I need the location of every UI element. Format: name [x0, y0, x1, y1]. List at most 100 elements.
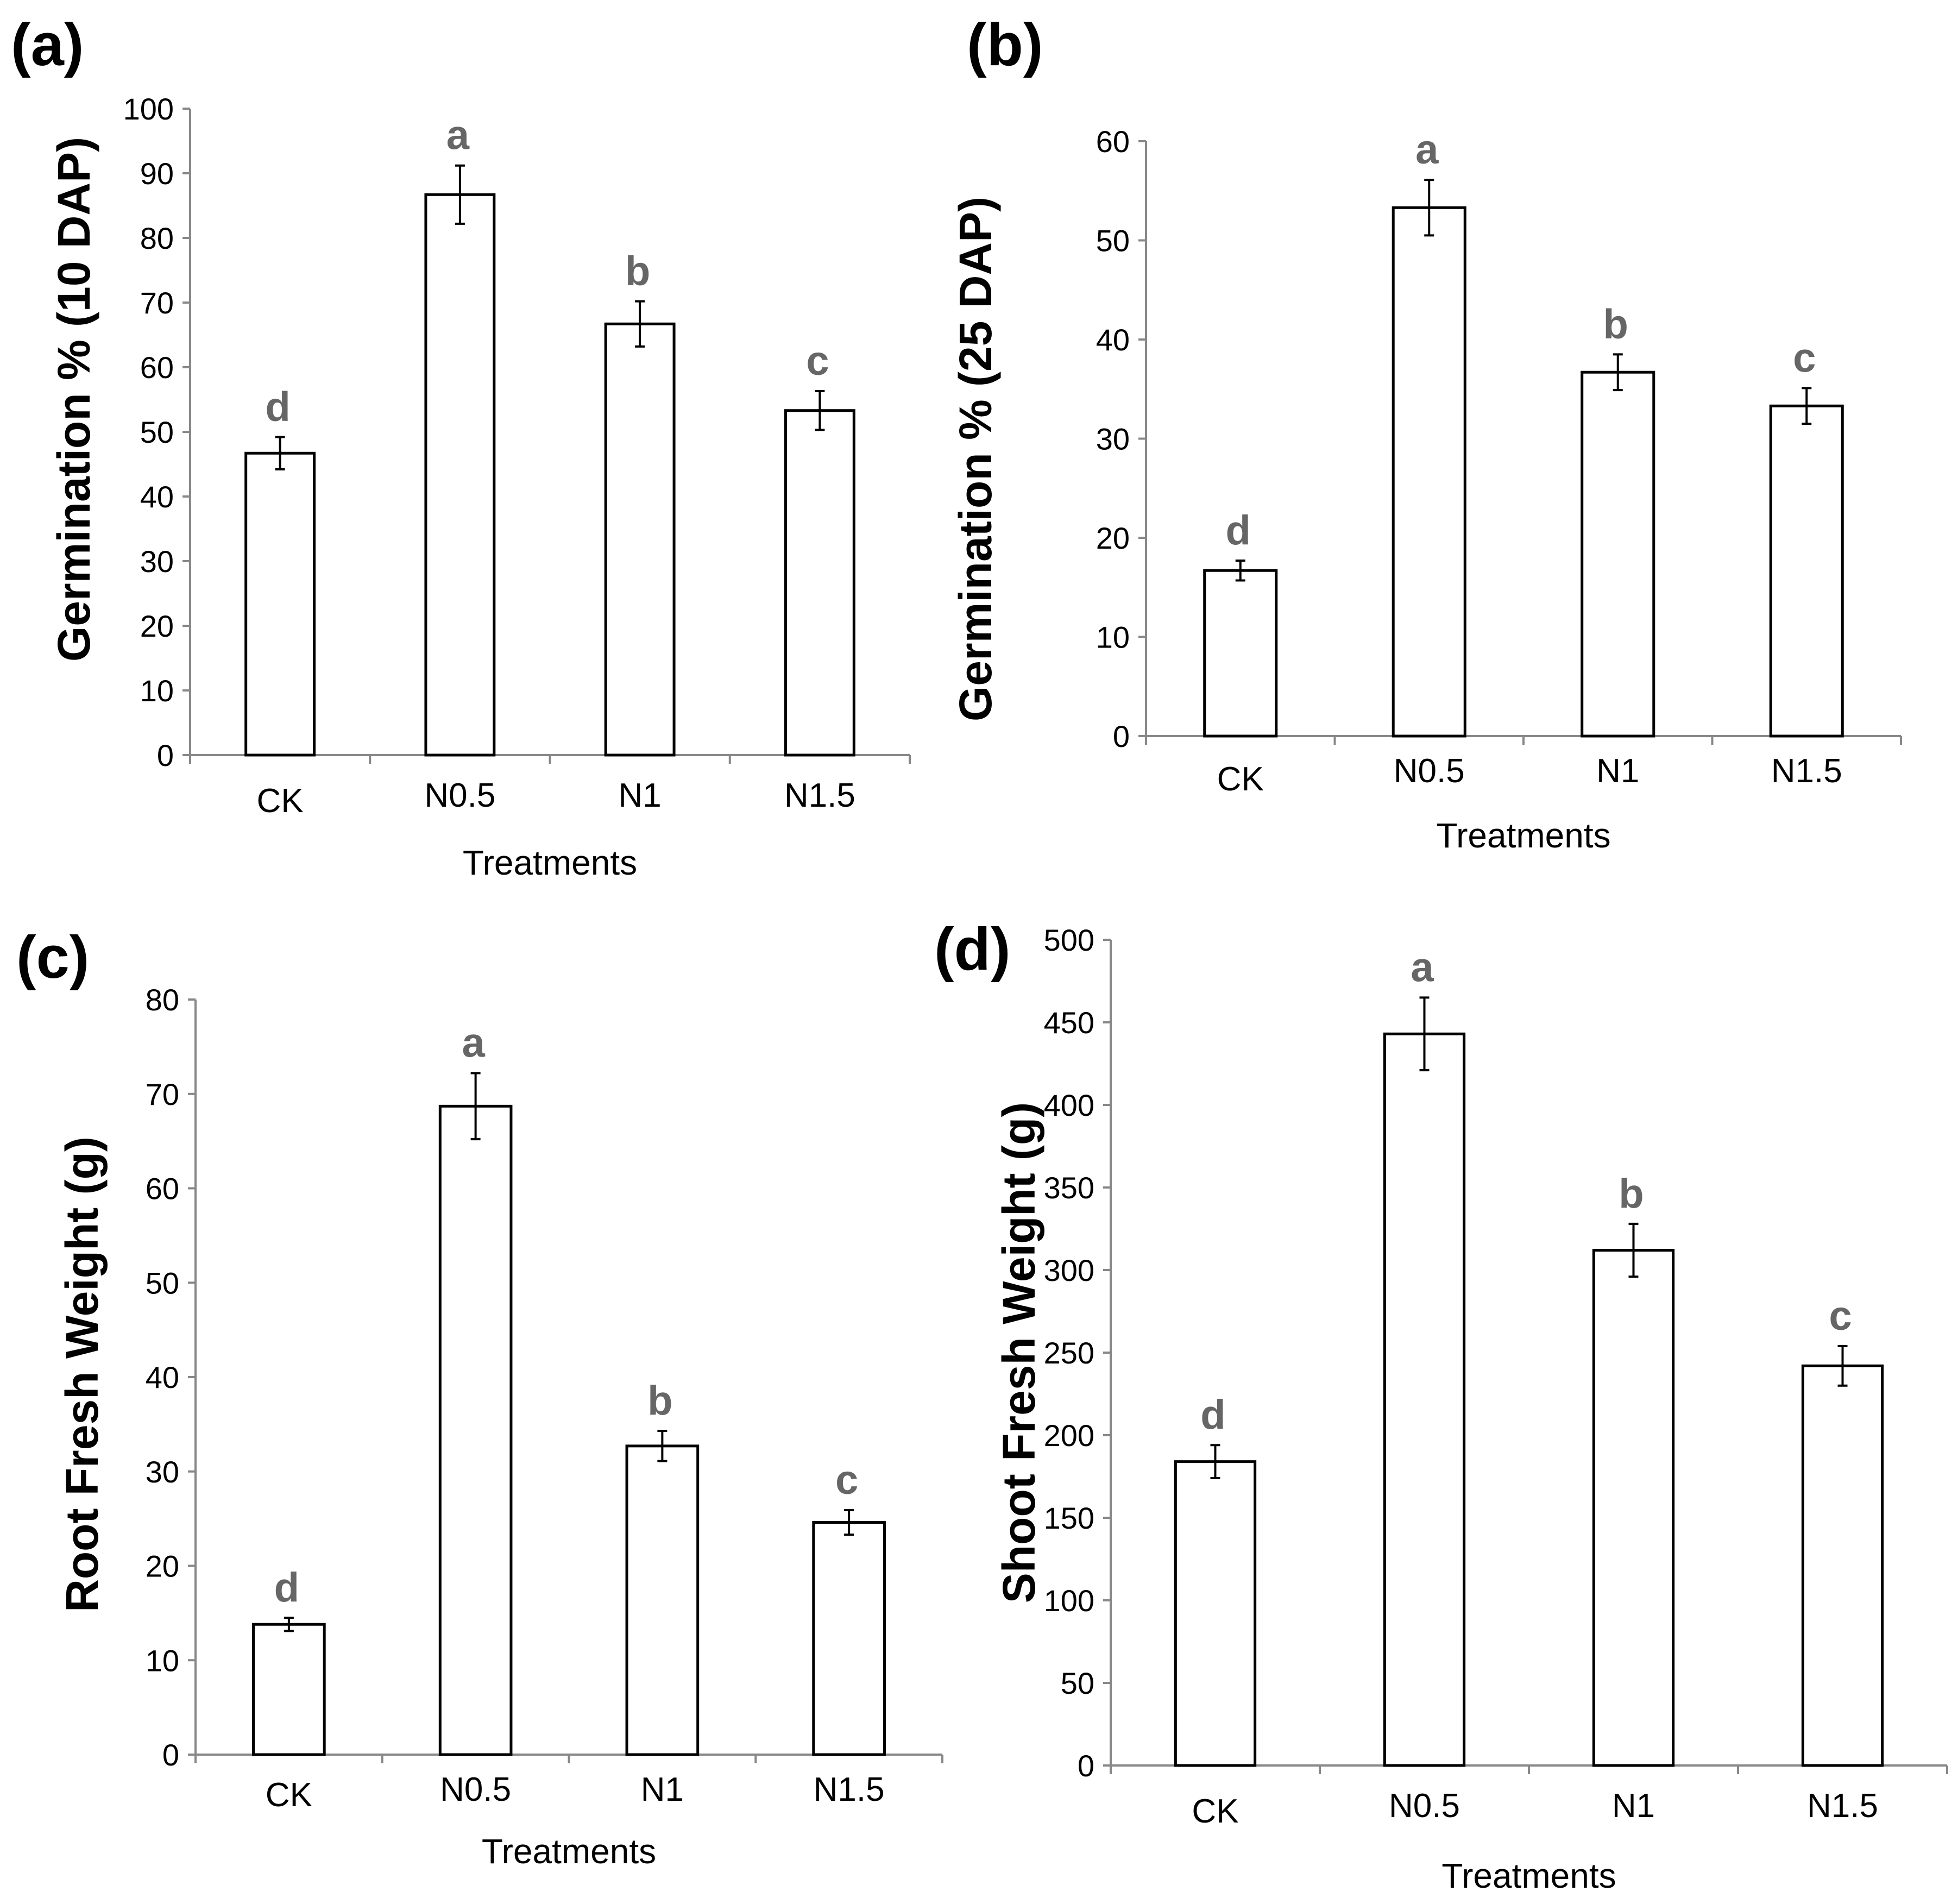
y-tick-label: 90	[140, 156, 174, 191]
y-tick-label: 50	[140, 415, 174, 449]
bar-ck	[244, 451, 316, 757]
category-label: N1.5	[1807, 1787, 1878, 1825]
category-label: N1	[641, 1771, 684, 1808]
bar-n1	[604, 322, 676, 757]
category-label: N1.5	[784, 777, 855, 814]
y-tick-label: 250	[1044, 1336, 1094, 1370]
chart-panel-3: (d) 0 50 100 150 200 250 300 350 400 450 500 d CK a N0.…	[934, 916, 1948, 1895]
y-axis-title: Shoot Fresh Weight (g)	[993, 1102, 1044, 1603]
y-tick-label: 400	[1044, 1088, 1094, 1122]
y-tick-label: 10	[140, 674, 174, 708]
category-label: N1	[618, 777, 661, 814]
y-tick-label: 50	[1061, 1666, 1094, 1700]
y-tick-label: 30	[140, 544, 174, 579]
category-label: CK	[257, 782, 304, 820]
panel-letter: (c)	[16, 924, 89, 991]
y-axis-title: Root Fresh Weight (g)	[56, 1136, 108, 1612]
significance-label: c	[1793, 335, 1816, 381]
significance-label: a	[446, 112, 470, 159]
significance-label: b	[647, 1378, 672, 1424]
y-tick-label: 10	[146, 1643, 179, 1677]
significance-label: a	[1415, 127, 1439, 173]
category-label: CK	[1217, 761, 1264, 798]
bar-n1	[625, 1444, 700, 1756]
significance-label: b	[1603, 301, 1628, 347]
y-tick-label: 60	[140, 350, 174, 385]
y-tick-label: 70	[140, 286, 174, 320]
chart-panel-0: (a) 0 10 20 30 40 50 60 70 80 90 100 d CK a N0.5 b N1 c N1.…	[11, 11, 911, 882]
category-label: N0.5	[1394, 752, 1465, 790]
y-tick-label: 200	[1044, 1418, 1094, 1453]
y-tick-label: 80	[146, 983, 179, 1017]
bar-n1-5	[784, 409, 855, 757]
y-tick-label: 300	[1044, 1253, 1094, 1287]
y-axis-title: Germination % (10 DAP)	[48, 137, 99, 662]
panel-letter: (d)	[934, 916, 1010, 983]
y-tick-label: 50	[1096, 224, 1130, 258]
bar-n1	[1581, 370, 1655, 738]
category-label: N0.5	[1389, 1787, 1460, 1825]
y-tick-label: 150	[1044, 1501, 1094, 1535]
bar-n1-5	[1801, 1364, 1884, 1767]
y-tick-label: 40	[1096, 323, 1130, 357]
y-tick-label: 30	[1096, 422, 1130, 456]
bar-n1-5	[1769, 404, 1844, 738]
y-tick-label: 40	[146, 1360, 179, 1394]
bar-n1-5	[812, 1521, 886, 1756]
significance-label: d	[274, 1564, 299, 1611]
bar-ck	[252, 1623, 326, 1756]
y-tick-label: 450	[1044, 1006, 1094, 1040]
significance-label: a	[462, 1020, 485, 1066]
category-label: N1	[1596, 752, 1639, 790]
category-label: N1.5	[814, 1771, 885, 1808]
bar-n0-5	[1383, 1032, 1466, 1767]
bar-n0-5	[438, 1104, 513, 1756]
significance-label: b	[625, 248, 650, 294]
panel-letter: (a)	[11, 11, 84, 78]
significance-label: d	[265, 384, 290, 430]
category-label: N0.5	[440, 1771, 511, 1808]
x-axis-title: Treatments	[1436, 816, 1610, 855]
y-tick-label: 50	[146, 1266, 179, 1300]
y-tick-label: 0	[162, 1738, 179, 1772]
category-label: CK	[266, 1776, 312, 1814]
y-tick-label: 20	[146, 1549, 179, 1583]
bar-ck	[1203, 569, 1278, 738]
y-tick-label: 0	[1078, 1749, 1094, 1783]
x-axis-title: Treatments	[1441, 1856, 1616, 1895]
y-tick-label: 500	[1044, 923, 1094, 957]
bar-ck	[1174, 1460, 1257, 1767]
significance-label: b	[1619, 1171, 1644, 1217]
significance-label: c	[1829, 1293, 1852, 1339]
chart-panel-1: (b) 0 10 20 30 40 50 60 d CK a N0.5 b N1 c N1.5 Treatmen…	[950, 11, 1902, 855]
y-tick-label: 60	[146, 1172, 179, 1206]
category-label: N1	[1612, 1787, 1655, 1825]
bar-n0-5	[424, 193, 496, 757]
x-axis-title: Treatments	[463, 843, 637, 882]
y-tick-label: 20	[140, 609, 174, 643]
significance-label: a	[1411, 944, 1434, 990]
category-label: CK	[1192, 1793, 1238, 1830]
significance-label: c	[806, 338, 829, 384]
y-tick-label: 100	[123, 92, 174, 126]
y-tick-label: 350	[1044, 1171, 1094, 1205]
category-label: N0.5	[424, 777, 495, 814]
y-axis-title: Germination % (25 DAP)	[950, 197, 1001, 721]
y-tick-label: 70	[146, 1077, 179, 1111]
x-axis-title: Treatments	[482, 1832, 656, 1871]
category-label: N1.5	[1771, 752, 1842, 790]
y-tick-label: 40	[140, 480, 174, 514]
y-tick-label: 30	[146, 1455, 179, 1489]
chart-panel-2: (c) 0 10 20 30 40 50 60 70 80 d CK a N0.5 b N1 c N1.5 Trea…	[16, 924, 943, 1871]
significance-label: c	[835, 1457, 858, 1503]
panel-letter: (b)	[967, 11, 1043, 78]
y-tick-label: 10	[1096, 620, 1130, 655]
y-tick-label: 0	[1113, 719, 1130, 753]
significance-label: d	[1226, 507, 1251, 554]
bar-n0-5	[1392, 206, 1466, 738]
y-tick-label: 80	[140, 221, 174, 255]
significance-label: d	[1200, 1392, 1225, 1438]
bar-n1	[1592, 1249, 1675, 1767]
y-tick-label: 20	[1096, 521, 1130, 555]
